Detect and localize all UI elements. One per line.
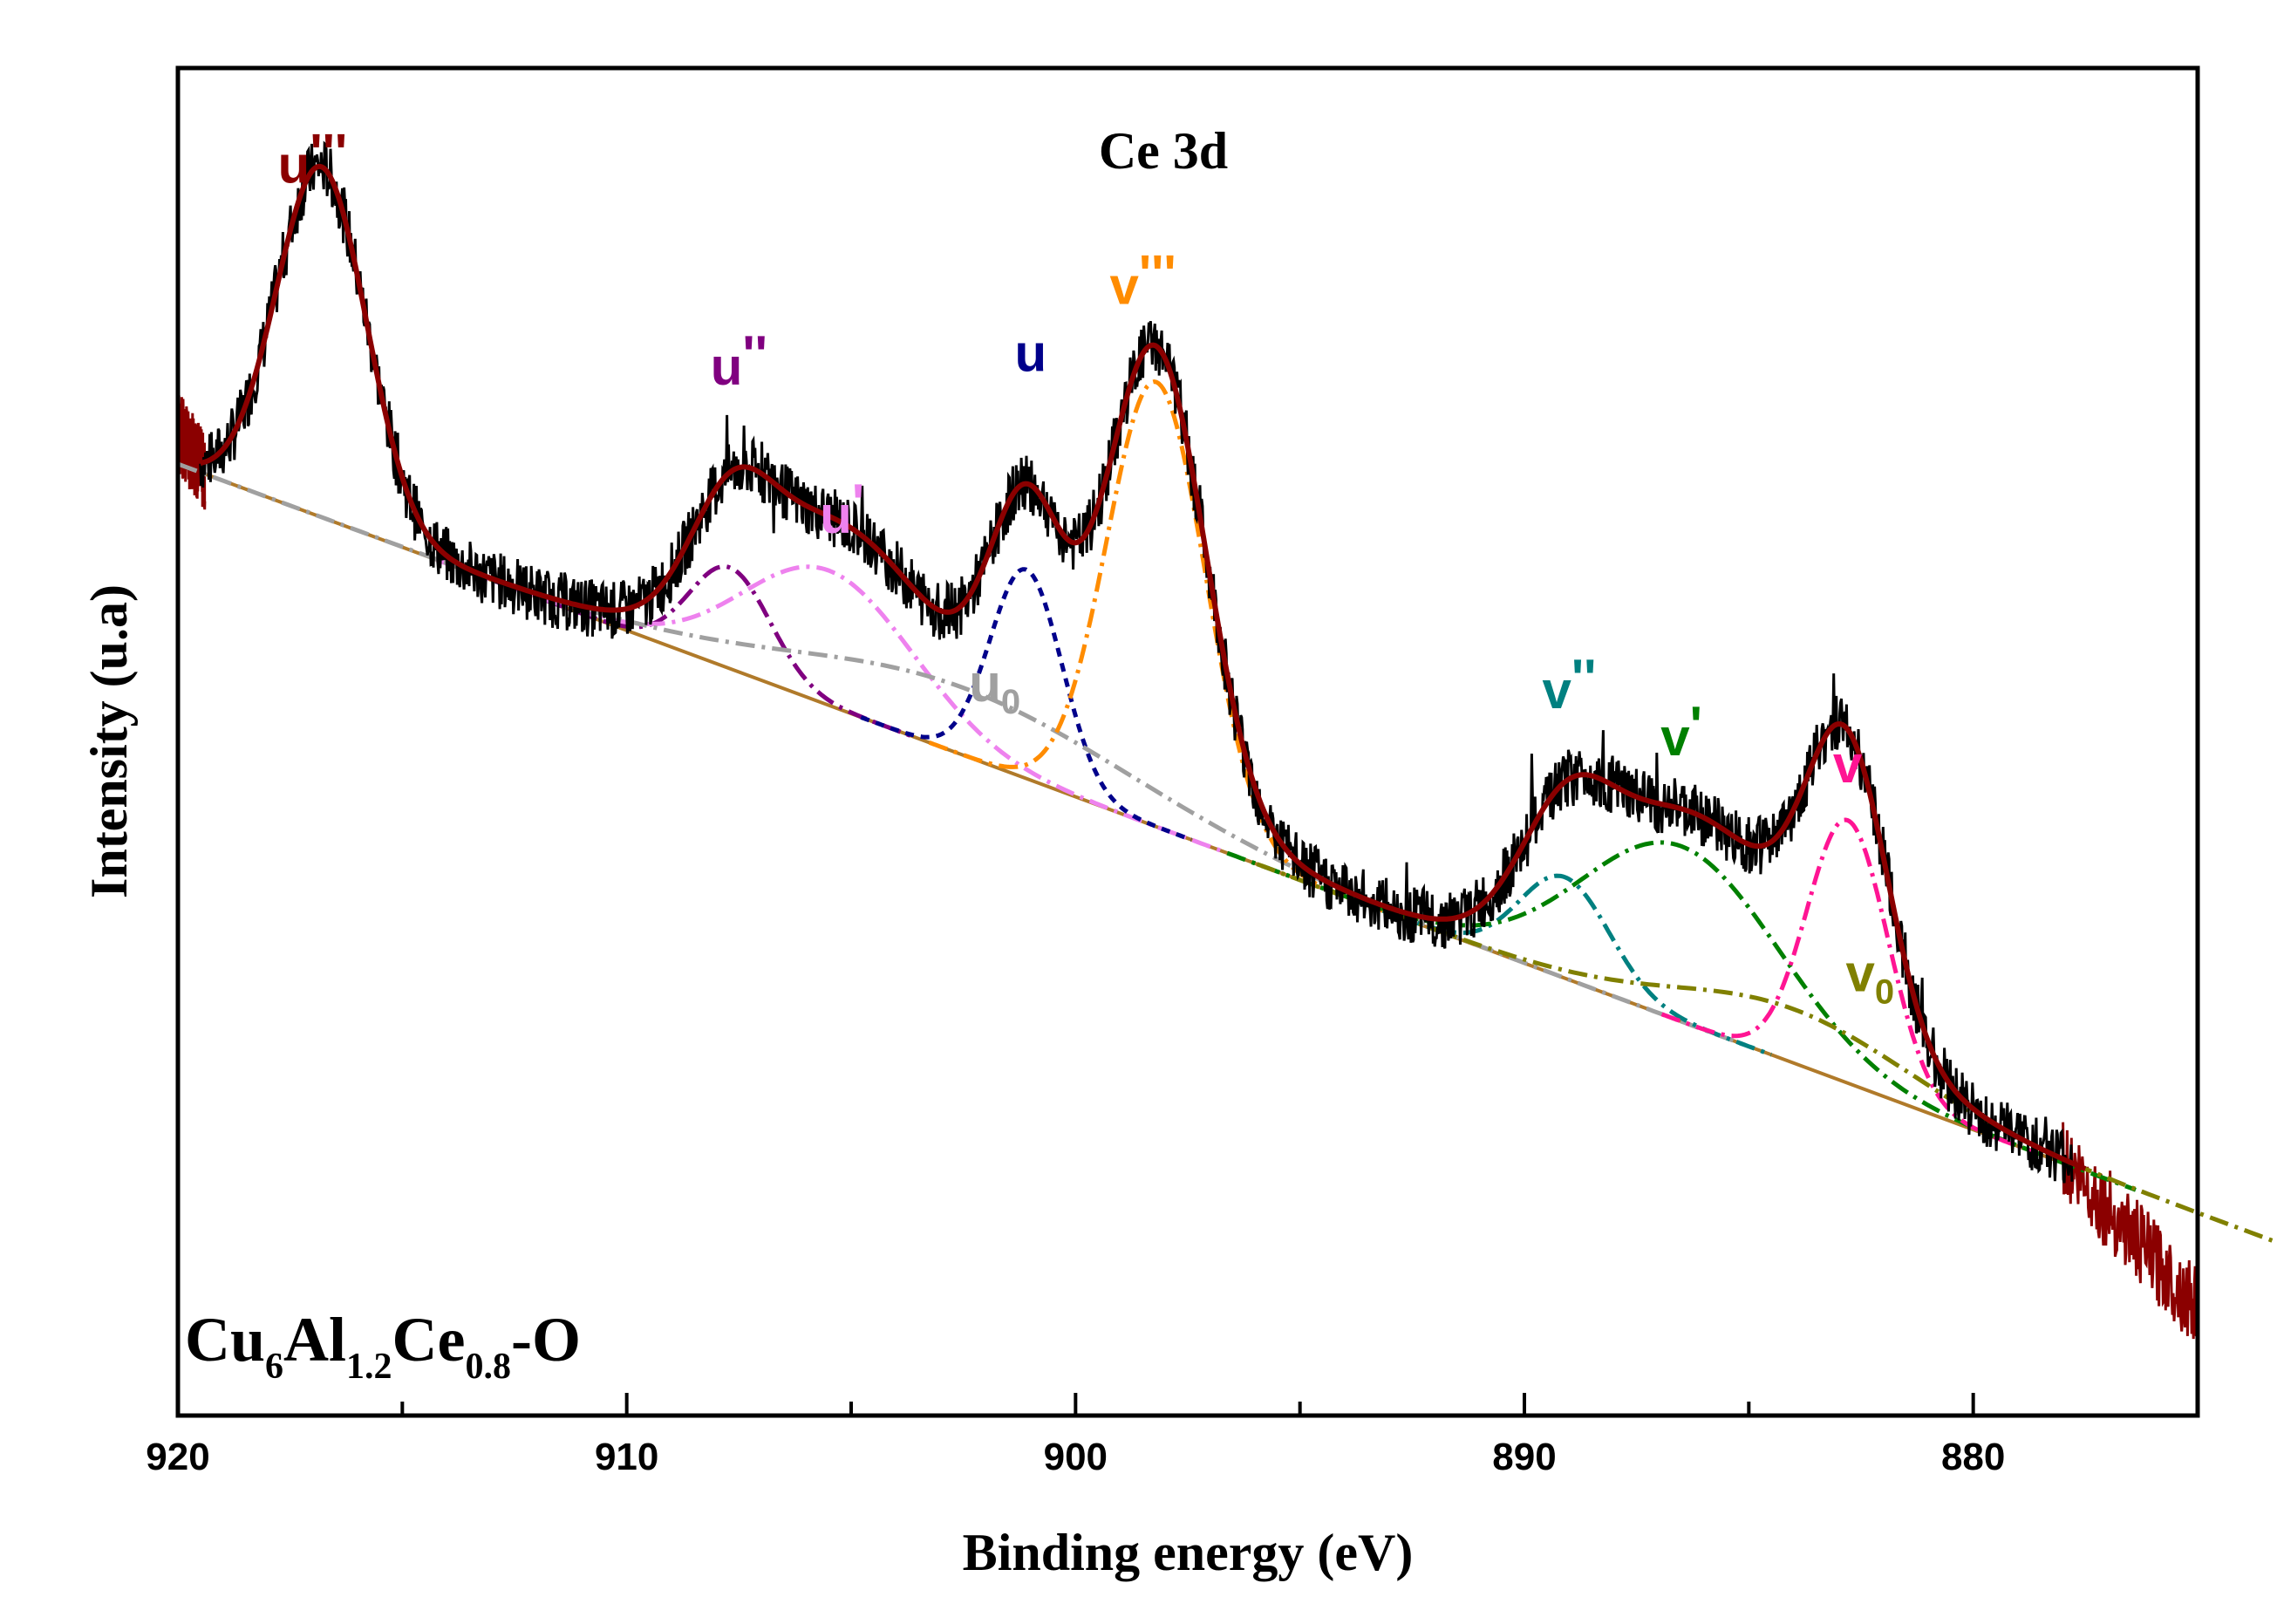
peak-label-v0: v0 xyxy=(1845,944,1894,1011)
peak-label-text: u xyxy=(1015,324,1047,383)
peak-label-text: u xyxy=(711,338,743,396)
sample-label: Cu6Al1.2Ce0.8-O xyxy=(185,1305,581,1387)
y-axis-label: Intensity (u.a) xyxy=(80,584,138,898)
component-u0 xyxy=(178,461,1749,1048)
peak-label-text: u xyxy=(278,135,310,194)
component-v xyxy=(1660,817,2035,1155)
peak-label-prime: ''' xyxy=(310,123,347,181)
peak-label-u0: u0 xyxy=(969,654,1020,721)
peak-label-v2: v'' xyxy=(1543,649,1597,720)
sample-label-text: Ce xyxy=(392,1305,466,1375)
peak-label-u1: u' xyxy=(820,474,864,544)
peak-label-text: u xyxy=(820,486,852,544)
sample-label-subscript: 0.8 xyxy=(466,1347,512,1387)
peak-label-text: v xyxy=(1660,708,1690,767)
peak-label-text: v xyxy=(1845,944,1875,1002)
plot-frame xyxy=(175,65,2200,1418)
component-u xyxy=(860,567,1192,843)
peak-label-prime: ' xyxy=(852,474,864,532)
peak-label-subscript: 0 xyxy=(1875,972,1894,1011)
x-tick-label: 890 xyxy=(1492,1436,1556,1478)
sample-label-subscript: 1.2 xyxy=(346,1347,392,1387)
component-u2 xyxy=(543,563,917,740)
peak-label-subscript: 0 xyxy=(1001,683,1020,721)
peak-label-v: v xyxy=(1833,735,1863,794)
series-layer xyxy=(176,140,2277,1346)
peak-label-u: u xyxy=(1015,324,1047,383)
peak-label-u3: u''' xyxy=(278,123,347,194)
x-axis: 920 910 900 890 880 xyxy=(146,1393,2199,1478)
chart-title: Ce 3d xyxy=(1099,122,1228,180)
peak-label-text: u xyxy=(969,654,1001,713)
peak-label-v1: v' xyxy=(1660,696,1702,767)
fit-envelope xyxy=(200,163,2087,1171)
peak-label-text: v xyxy=(1543,661,1572,720)
sample-label-text: Cu xyxy=(185,1305,265,1375)
x-tick-label: 880 xyxy=(1941,1436,2005,1478)
sample-label-text: -O xyxy=(511,1305,581,1375)
x-tick-label: 910 xyxy=(595,1436,658,1478)
x-tick-label: 900 xyxy=(1044,1436,1108,1478)
x-tick-label: 920 xyxy=(146,1436,209,1478)
x-axis-label: Binding energy (eV) xyxy=(963,1524,1414,1581)
peak-label-prime: ' xyxy=(1690,696,1702,754)
peak-label-text: v xyxy=(1833,735,1863,794)
peak-label-v3: v''' xyxy=(1109,244,1176,315)
peak-label-prime: '' xyxy=(1571,649,1597,707)
peak-label-prime: ''' xyxy=(1139,244,1176,303)
raw-tail-right xyxy=(2062,1122,2199,1346)
peak-label-u2: u'' xyxy=(711,325,767,396)
component-v3 xyxy=(928,379,1385,913)
peak-label-text: v xyxy=(1109,256,1139,315)
peak-label-prime: '' xyxy=(742,325,767,384)
sample-label-text: Al xyxy=(283,1305,346,1375)
component-v2 xyxy=(1357,873,1772,1057)
raw-tail-left xyxy=(176,395,207,510)
sample-label-subscript: 6 xyxy=(265,1347,283,1387)
